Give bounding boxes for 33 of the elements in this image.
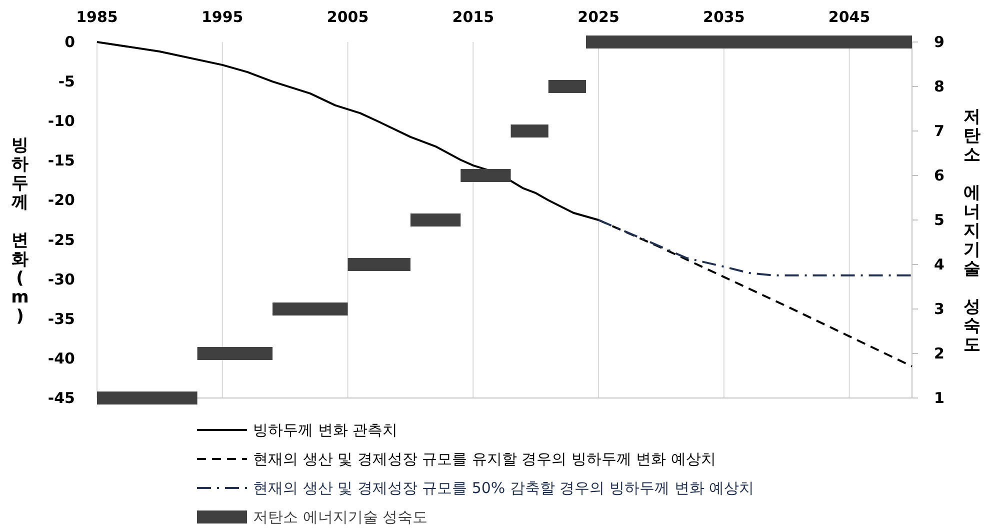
y-tick-label: -10 — [48, 112, 75, 130]
y-tick-label: -5 — [58, 72, 75, 91]
x-tick-label: 1995 — [202, 8, 244, 26]
legend-label: 현재의 생산 및 경제성장 규모를 유지할 경우의 빙하두께 변화 예상치 — [253, 450, 716, 468]
y-tick-label: -20 — [48, 191, 75, 210]
y-tick-label: -40 — [48, 349, 75, 368]
y2-tick-label: 9 — [934, 33, 944, 51]
legend-label: 저탄소 에너지기술 성숙도 — [253, 508, 428, 526]
y2-tick-label: 5 — [934, 211, 944, 229]
text: 저탄소 에너지기술 성숙도 — [964, 107, 980, 355]
x-tick-label: 2005 — [326, 8, 369, 26]
y-tick-label: -35 — [48, 310, 75, 328]
y-tick-label: 0 — [64, 33, 75, 51]
y-tick-label: -30 — [48, 270, 75, 288]
x-tick-label: 2045 — [828, 8, 870, 26]
x-tick-label: 2015 — [452, 8, 494, 26]
y2-tick-label: 3 — [934, 300, 944, 318]
y-tick-label: -45 — [48, 389, 75, 407]
x-tick-label: 2035 — [703, 8, 745, 26]
y2-tick-label: 6 — [934, 166, 944, 184]
x-tick-label: 2025 — [578, 8, 620, 26]
y2-tick-label: 8 — [934, 78, 944, 96]
y2-tick-label: 1 — [934, 389, 944, 407]
line-series — [598, 219, 913, 276]
y2-tick-label: 2 — [934, 344, 944, 362]
text: 빙하두께 변화(m) — [11, 136, 29, 326]
y-tick-label: -25 — [48, 230, 75, 249]
legend-label: 현재의 생산 및 경제성장 규모를 50% 감축할 경우의 빙하두께 변화 예상치 — [253, 479, 754, 497]
y-tick-label: -15 — [48, 152, 75, 170]
y2-tick-label: 4 — [934, 256, 944, 274]
y2-tick-label: 7 — [934, 122, 944, 140]
legend-label: 빙하두께 변화 관측치 — [253, 421, 398, 439]
x-tick-label: 1985 — [76, 8, 118, 26]
